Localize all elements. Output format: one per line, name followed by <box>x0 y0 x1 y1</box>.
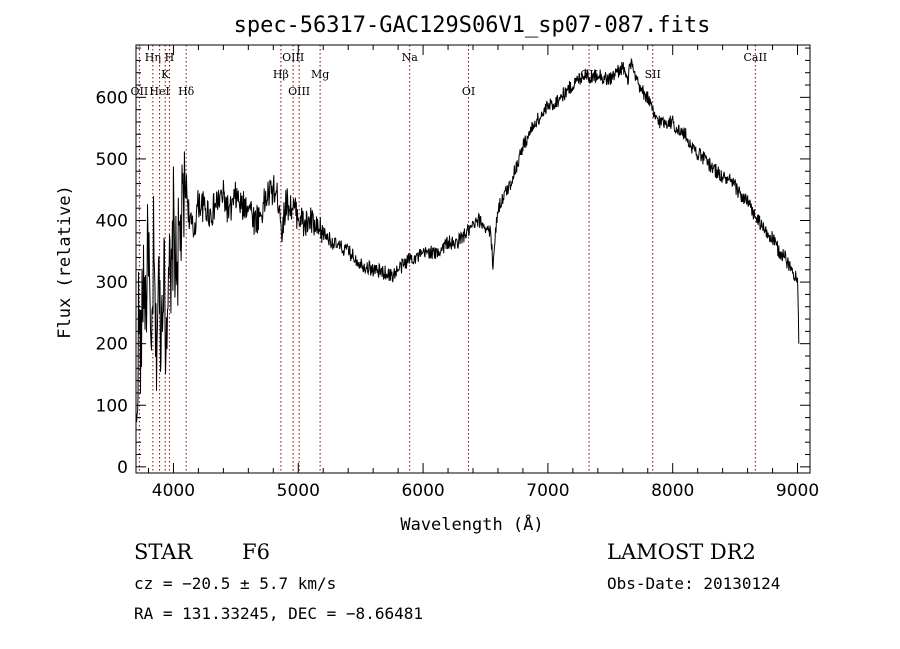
x-tick-label-6000: 6000 <box>401 481 444 501</box>
line-marker-label-9: Mg <box>311 68 329 81</box>
velocity-readout: cz = −20.5 ± 5.7 km/s <box>134 574 337 593</box>
x-axis-label: Wavelength (Å) <box>400 513 543 535</box>
line-marker-label-5: Hδ <box>178 85 195 98</box>
line-marker-label-13: SII <box>645 68 661 81</box>
x-tick-label-8000: 8000 <box>651 481 694 501</box>
chart-title: spec-56317-GAC129S06V1_sp07-087.fits <box>234 13 711 38</box>
y-tick-label-0: 0 <box>117 458 128 478</box>
y-tick-label-500: 500 <box>96 150 128 170</box>
object-subclass: F6 <box>242 540 270 564</box>
y-tick-label-400: 400 <box>96 212 128 232</box>
y-tick-label-100: 100 <box>96 396 128 416</box>
line-marker-label-2: H <box>165 51 175 64</box>
line-marker-label-8: OIII <box>288 85 310 98</box>
line-marker-label-4: HeI <box>149 85 169 98</box>
spectrum-line <box>136 57 800 423</box>
line-marker-label-0: OII <box>131 85 149 98</box>
object-class: STAR <box>134 540 193 564</box>
survey-label: LAMOST DR2 <box>607 540 756 564</box>
line-marker-label-3: K <box>161 68 170 81</box>
x-tick-label-7000: 7000 <box>526 481 569 501</box>
y-tick-label-300: 300 <box>96 273 128 293</box>
x-tick-label-5000: 5000 <box>277 481 320 501</box>
line-marker-label-11: OI <box>462 85 475 98</box>
plot-frame <box>135 44 811 474</box>
obs-date: Obs-Date: 20130124 <box>607 574 781 593</box>
line-marker-label-14: CaII <box>743 51 767 64</box>
x-tick-label-4000: 4000 <box>152 481 195 501</box>
line-marker-label-10: Na <box>402 51 419 64</box>
line-marker-label-6: OIII <box>282 51 304 64</box>
coordinates: RA = 131.33245, DEC = −8.66481 <box>134 604 423 623</box>
y-tick-label-600: 600 <box>96 88 128 108</box>
y-axis-label: Flux (relative) <box>55 185 75 339</box>
y-tick-label-200: 200 <box>96 335 128 355</box>
x-tick-label-9000: 9000 <box>776 481 819 501</box>
line-marker-label-7: Hβ <box>273 68 289 81</box>
line-marker-label-1: Hη <box>145 51 161 64</box>
